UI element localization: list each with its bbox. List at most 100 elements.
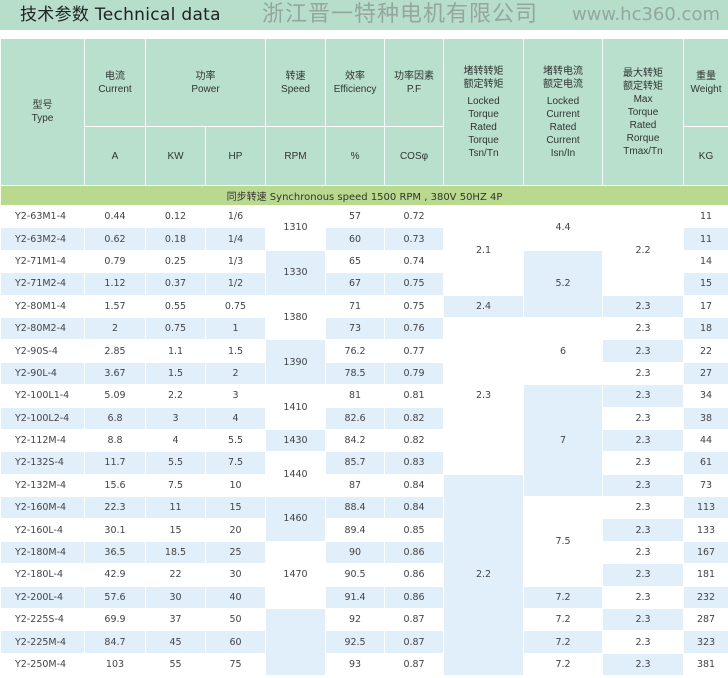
cell-current: 69.9: [84, 608, 146, 632]
cell-power-factor: 0.84: [384, 496, 445, 520]
unit-percent: %: [325, 126, 386, 186]
cell-efficiency: 60: [325, 227, 386, 251]
cell-efficiency: 92.5: [325, 630, 386, 654]
cell-hp: 3: [204, 384, 267, 408]
cell-type: Y2-132M-4: [0, 473, 85, 498]
table-row: Y2-100L1-4 5.09 2.2 3 1410 81 0.81 7 2.3 34: [0, 384, 728, 498]
cell-current: 0.44: [84, 204, 146, 229]
cell-weight: 34: [683, 384, 728, 408]
cell-type: Y2-200L-4: [0, 585, 85, 610]
cell-kw: 0.18: [145, 227, 206, 251]
cell-weight: 133: [683, 518, 728, 542]
table-row: Y2-100L2-4 6.8 3 4 82.6 0.82 2.3 38: [0, 406, 728, 430]
cell-current: 1.57: [84, 294, 146, 318]
cell-speed: 1390: [265, 339, 327, 386]
cell-power-factor: 0.87: [384, 608, 445, 632]
cell-kw: 7.5: [145, 473, 206, 498]
cell-efficiency: 91.4: [325, 585, 386, 610]
cell-type: Y2-63M1-4: [0, 204, 85, 229]
table-row: Y2-225M-4 84.7 45 60 92.5 0.87 7.2 2.3 323: [0, 630, 728, 654]
table-row: Y2-132M-4 15.6 7.5 10 87 0.84 2.2 2.3 73: [0, 473, 728, 677]
cell-locked-current: 4.4: [523, 205, 604, 251]
cell-hp: 25: [204, 540, 267, 565]
cell-weight: 232: [683, 585, 728, 610]
cell-hp: 15: [204, 496, 267, 520]
header-locked-torque: 堵转转矩 额定转矩 Locked Torque Rated Torque Tsn/T…: [443, 38, 525, 186]
cell-locked-current: 7.2: [523, 652, 604, 677]
cell-weight: 181: [683, 563, 728, 587]
cell-max-torque: 2.3: [602, 540, 685, 565]
cell-max-torque: 2.3: [602, 294, 685, 318]
cell-weight: 381: [683, 652, 728, 677]
cell-weight: 14: [683, 249, 728, 274]
table-row: Y2-112M-4 8.8 4 5.5 1430 84.2 0.82 2.3 44: [0, 428, 728, 453]
cell-locked-torque: 2.2: [443, 473, 525, 677]
cell-current: 0.62: [84, 227, 146, 251]
cell-weight: 167: [683, 540, 728, 565]
cell-hp: 10: [204, 473, 267, 498]
cell-weight: 287: [683, 608, 728, 632]
table-row: Y2-63M1-4 0.44 0.12 1/6 1310 57 0.72 2.1 4.4 2.2 1…: [0, 204, 728, 296]
cell-locked-current: 7.2: [523, 608, 604, 632]
cell-type: Y2-71M1-4: [0, 249, 85, 274]
cell-power-factor: 0.87: [384, 630, 445, 654]
cell-weight: 11: [683, 204, 728, 229]
cell-hp: 4: [204, 406, 267, 430]
technical-data-table: 型号 Type 电流 Current 功率 Power 转速 Speed 效率 Effic…: [0, 38, 728, 677]
cell-max-torque: 2.3: [602, 361, 685, 386]
cell-type: Y2-225S-4: [0, 608, 85, 632]
cell-max-torque: 2.3: [602, 339, 685, 363]
cell-type: Y2-80M2-4: [0, 316, 85, 341]
cell-kw: 18.5: [145, 540, 206, 565]
cell-power-factor: 0.82: [384, 428, 445, 453]
cell-efficiency: 87: [325, 473, 386, 498]
table-row: Y2-90L-4 3.67 1.5 2 78.5 0.79 2.3 27: [0, 361, 728, 386]
table-row: Y2-180L-4 42.9 22 30 90.5 0.86 2.3 181: [0, 563, 728, 587]
cell-power-factor: 0.81: [384, 384, 445, 408]
cell-type: Y2-180L-4: [0, 563, 85, 587]
header-power-factor: 功率因素 P.F: [384, 38, 445, 127]
cell-kw: 1.1: [145, 339, 206, 363]
cell-power-factor: 0.76: [384, 316, 445, 341]
cell-max-torque: 2.3: [602, 451, 685, 475]
cell-speed: 1410: [265, 384, 327, 430]
cell-weight: 113: [683, 496, 728, 520]
cell-kw: 37: [145, 608, 206, 632]
cell-current: 5.09: [84, 384, 146, 408]
header-speed: 转速 Speed: [265, 38, 327, 127]
header-type: 型号 Type: [0, 38, 85, 186]
cell-efficiency: 81: [325, 384, 386, 408]
cell-power-factor: 0.74: [384, 249, 445, 274]
cell-weight: 27: [683, 361, 728, 386]
cell-kw: 22: [145, 563, 206, 587]
cell-speed: [265, 608, 327, 677]
cell-power-factor: 0.72: [384, 204, 445, 229]
table-row: Y2-90S-4 2.85 1.1 1.5 1390 76.2 0.77 2.3 22: [0, 339, 728, 386]
cell-type: Y2-90L-4: [0, 361, 85, 386]
cell-locked-current: 7.5: [523, 496, 604, 587]
cell-power-factor: 0.73: [384, 227, 445, 251]
cell-max-torque: 2.3: [602, 652, 685, 677]
cell-hp: 75: [204, 652, 267, 677]
cell-type: Y2-132S-4: [0, 451, 85, 475]
cell-kw: 1.5: [145, 361, 206, 386]
cell-kw: 0.37: [145, 272, 206, 296]
cell-power-factor: 0.83: [384, 451, 445, 475]
cell-hp: 20: [204, 518, 267, 542]
cell-type: Y2-225M-4: [0, 630, 85, 654]
cell-power-factor: 0.75: [384, 294, 445, 318]
header-power: 功率 Power: [144, 38, 267, 127]
cell-efficiency: 89.4: [325, 518, 386, 542]
cell-type: Y2-100L2-4: [0, 406, 85, 430]
cell-weight: 22: [683, 339, 728, 363]
cell-current: 15.6: [84, 473, 146, 498]
cell-power-factor: 0.84: [384, 473, 445, 498]
cell-type: Y2-160L-4: [0, 518, 85, 542]
cell-type: Y2-80M1-4: [0, 294, 85, 318]
cell-locked-current: 7.2: [523, 585, 604, 610]
cell-power-factor: 0.82: [384, 406, 445, 430]
unit-hp: HP: [204, 126, 267, 186]
cell-efficiency: 85.7: [325, 451, 386, 475]
cell-type: Y2-250M-4: [0, 652, 85, 677]
cell-speed: 1310: [265, 205, 327, 251]
